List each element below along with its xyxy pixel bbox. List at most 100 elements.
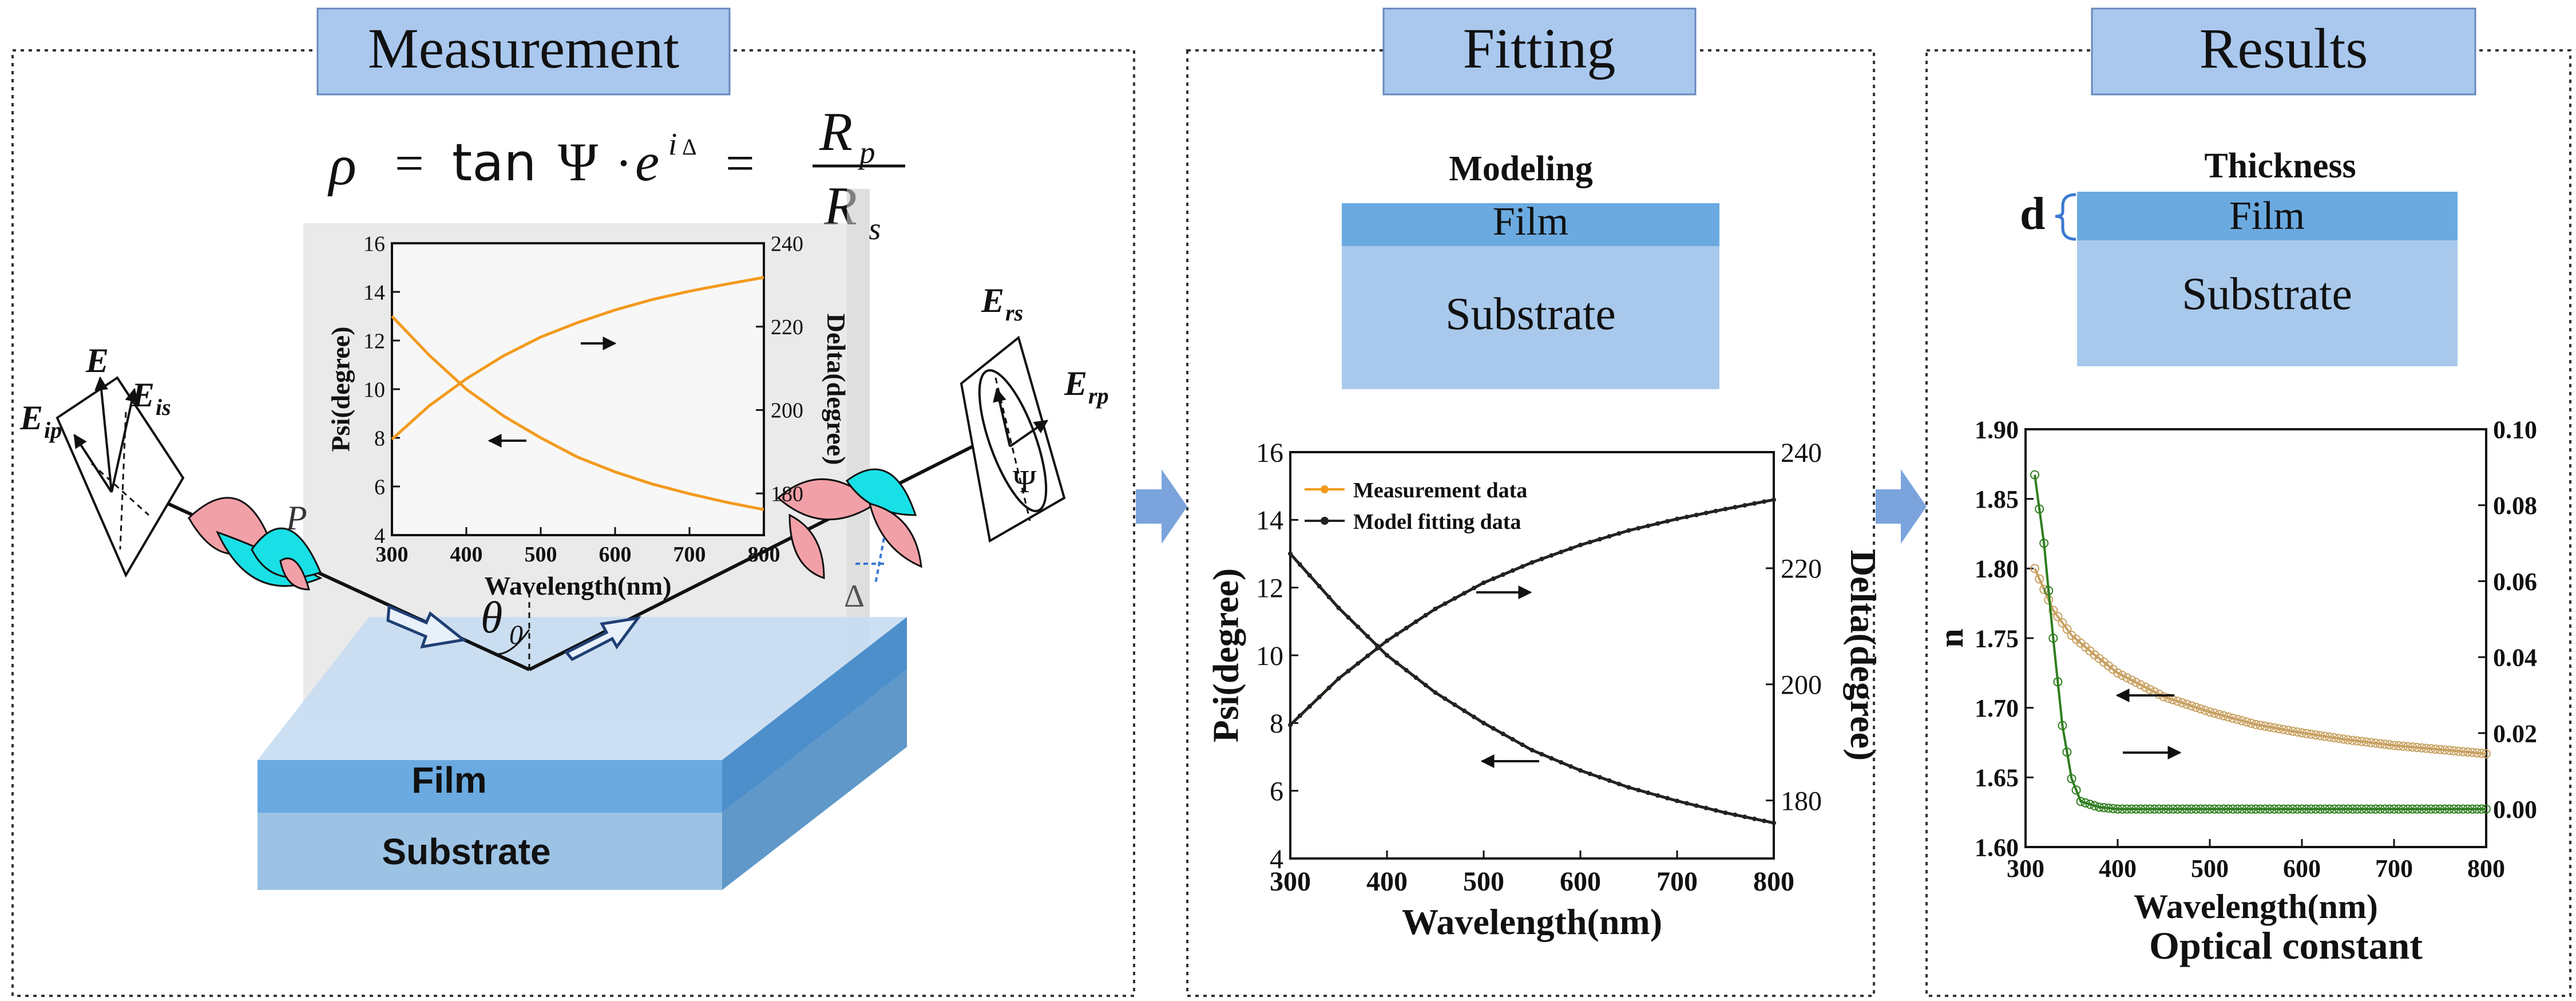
formula-e: e <box>635 132 659 192</box>
legend-marker <box>1321 517 1329 525</box>
y-right-tick-label: 220 <box>1781 554 1822 584</box>
thickness-title: Thickness <box>2204 147 2356 185</box>
data-point <box>1655 521 1660 526</box>
x-tick-label: 700 <box>1656 867 1698 897</box>
data-point <box>1424 613 1428 618</box>
x-tick-label: 500 <box>2191 854 2229 883</box>
data-point <box>1539 557 1544 561</box>
measurement-header: Measurement <box>318 9 730 94</box>
data-point <box>1598 537 1602 541</box>
sample-film-label: Film <box>411 759 487 801</box>
data-point <box>1491 576 1496 581</box>
y-right-tick-label: 180 <box>771 482 803 506</box>
arrow-to-results-icon <box>1876 469 1927 544</box>
fitting-header-text: Fitting <box>1463 17 1616 80</box>
data-point <box>1404 668 1409 672</box>
y-right-tick-label: 240 <box>1781 438 1822 468</box>
data-point <box>1511 568 1515 573</box>
y-left-tick-label: 12 <box>1256 573 1283 603</box>
data-point <box>1578 768 1583 773</box>
data-point <box>1588 540 1592 544</box>
formula-exponent: i <box>668 126 677 161</box>
x-tick-label: 500 <box>525 543 557 567</box>
label-E-rp-sub: rp <box>1088 383 1109 409</box>
data-point <box>1394 632 1399 636</box>
data-point <box>1501 731 1505 736</box>
legend-label: Measurement data <box>1353 478 1527 503</box>
data-point <box>1442 602 1447 606</box>
data-point <box>1665 519 1670 524</box>
y-left-axis-label: Psi(degree) <box>326 327 355 452</box>
plot-area <box>2026 429 2486 847</box>
data-point <box>1568 546 1573 551</box>
fitting-header: Fitting <box>1384 9 1695 94</box>
data-point <box>1365 634 1370 639</box>
data-point <box>1607 534 1612 539</box>
x-tick-label: 800 <box>1753 867 1794 897</box>
data-point <box>1307 704 1312 709</box>
data-point <box>1588 771 1592 776</box>
y-right-axis-label: Delta(degree) <box>822 314 851 465</box>
y-left-tick-label: 4 <box>374 524 385 548</box>
data-point <box>1520 742 1525 747</box>
data-point <box>1549 756 1553 761</box>
data-point <box>1704 511 1709 515</box>
data-point <box>1414 619 1418 624</box>
delta-label: Δ <box>844 579 865 614</box>
data-point <box>1501 572 1505 577</box>
y-left-tick-label: 6 <box>374 475 385 499</box>
x-tick-label: 500 <box>1463 867 1504 897</box>
y-left-tick-label: 1.65 <box>1975 764 2019 792</box>
data-point <box>1394 660 1399 665</box>
data-point <box>1530 748 1535 753</box>
data-point <box>1375 646 1380 651</box>
y-left-tick-label: 8 <box>1270 709 1283 739</box>
reflected-analyzer-plate <box>961 338 1064 541</box>
data-point <box>1627 785 1631 790</box>
data-point <box>1317 584 1322 588</box>
data-point <box>1559 549 1563 554</box>
incident-polarizer: E E is E ip <box>19 342 183 575</box>
y-right-tick-label: 220 <box>771 315 803 339</box>
data-point <box>1385 653 1389 658</box>
modeling-title: Modeling <box>1449 149 1592 188</box>
x-tick-label: 700 <box>2375 854 2413 883</box>
results-header-text: Results <box>2199 17 2368 80</box>
x-axis-label: Wavelength(nm) <box>484 571 671 600</box>
results-header: Results <box>2092 9 2475 94</box>
data-point <box>1733 813 1737 817</box>
fitting-film-label: Film <box>1493 200 1568 244</box>
data-point <box>1772 497 1776 502</box>
data-point <box>1714 808 1718 813</box>
data-point <box>1356 661 1360 666</box>
data-point <box>1598 775 1602 780</box>
y-left-tick-label: 1.85 <box>1975 485 2019 513</box>
label-E-rs-sub: rs <box>1005 300 1023 326</box>
label-E-rs: E <box>981 282 1004 319</box>
formula-rho: ρ <box>327 133 356 197</box>
data-point <box>1762 499 1766 504</box>
data-point <box>1327 686 1331 690</box>
y-left-tick-label: 1.75 <box>1975 624 2019 652</box>
data-point <box>1636 526 1640 531</box>
data-point <box>1452 702 1457 707</box>
results-caption: Optical constant <box>2149 924 2423 967</box>
results-film-label: Film <box>2229 194 2305 238</box>
y-left-tick-label: 1.60 <box>1975 833 2019 861</box>
data-point <box>1472 715 1476 719</box>
y-left-tick-label: 1.80 <box>1975 555 2019 583</box>
label-E-rp: E <box>1064 365 1087 402</box>
y-left-tick-label: 14 <box>1256 505 1283 536</box>
label-E-ip-sub: ip <box>44 417 62 443</box>
data-point <box>1365 654 1370 658</box>
data-point <box>1404 626 1409 630</box>
data-point <box>1530 560 1535 565</box>
y-right-axis-label: Delta(degree) <box>1843 550 1884 761</box>
data-point <box>1414 675 1418 680</box>
y-right-tick-label: 0.02 <box>2493 719 2537 747</box>
y-right-tick-label: 240 <box>771 232 803 256</box>
formula-denominator-sub: s <box>869 211 881 246</box>
data-point <box>1762 818 1766 823</box>
data-point <box>1307 573 1312 577</box>
